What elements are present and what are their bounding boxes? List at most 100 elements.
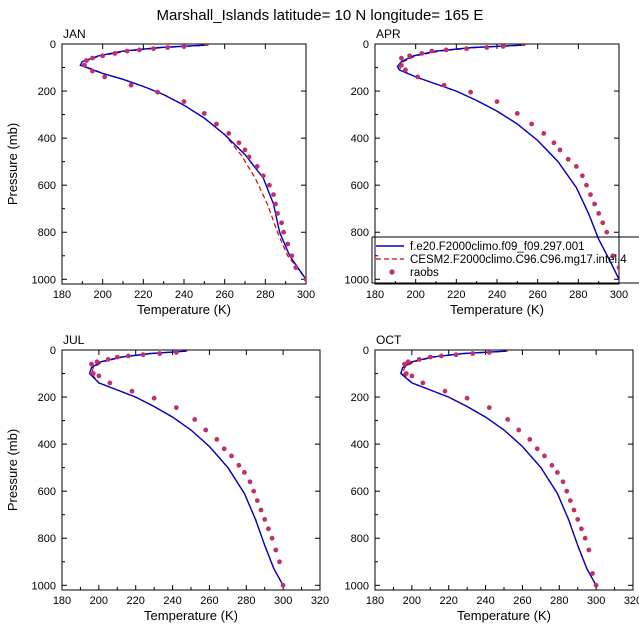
raobs-point <box>293 265 299 270</box>
raobs-point <box>90 55 95 61</box>
raobs-point <box>192 417 198 422</box>
raobs-point <box>500 44 506 49</box>
raobs-point <box>140 352 146 358</box>
y-tick-label: 400 <box>38 439 56 451</box>
raobs-point <box>90 371 96 376</box>
x-tick-label: 200 <box>90 595 108 607</box>
x-axis-label: Temperature (K) <box>457 608 551 623</box>
x-tick-label: 200 <box>403 595 421 607</box>
x-tick-label: 260 <box>528 289 546 301</box>
y-tick-label: 400 <box>351 133 369 145</box>
raobs-point <box>285 241 291 247</box>
raobs-point <box>402 361 407 367</box>
x-tick-label: 260 <box>200 595 218 607</box>
x-tick-label: 180 <box>53 289 71 301</box>
plot-frame <box>61 349 321 591</box>
y-axis-label: Pressure (mb) <box>5 123 20 205</box>
x-tick-label: 220 <box>440 595 458 607</box>
y-tick-label: 400 <box>351 439 369 451</box>
raobs-point <box>464 395 470 401</box>
raobs-point <box>155 89 161 95</box>
raobs-point <box>124 48 130 54</box>
raobs-point <box>582 535 588 541</box>
raobs-point <box>443 47 449 53</box>
raobs-point <box>438 353 444 359</box>
x-tick-label: 180 <box>53 595 71 607</box>
x-axis-label: Temperature (K) <box>137 302 231 317</box>
raobs-point <box>94 359 100 365</box>
x-tick-label: 300 <box>297 289 315 301</box>
raobs-point <box>242 470 247 475</box>
raobs-point <box>549 462 555 468</box>
raobs-point <box>173 405 179 410</box>
legend-entry-label: raobs <box>410 267 439 279</box>
panel-apr: APR 180 200 220 240 260 280 300 0 200 400 600 800 100… <box>345 27 629 317</box>
x-tick-label: 240 <box>488 289 506 301</box>
raobs-point <box>429 48 435 54</box>
raobs-point <box>600 220 606 226</box>
plot-area <box>396 44 619 280</box>
raobs-point <box>280 582 286 588</box>
raobs-point <box>453 352 459 358</box>
raobs-point <box>494 99 500 104</box>
raobs-point <box>96 373 102 379</box>
x-tick-label: 220 <box>127 595 145 607</box>
raobs-point <box>514 111 520 116</box>
raobs-point <box>565 156 571 162</box>
y-tick-label: 200 <box>38 86 56 98</box>
x-tick-label: 180 <box>366 289 384 301</box>
raobs-point <box>151 46 156 52</box>
raobs-point <box>486 350 492 355</box>
raobs-point <box>273 201 278 207</box>
y-tick-label: 0 <box>363 39 369 51</box>
x-tick-label: 320 <box>311 595 329 607</box>
raobs-point <box>242 147 248 153</box>
raobs-point <box>129 388 135 394</box>
raobs-point <box>181 44 187 49</box>
y-tick-label: 200 <box>351 86 369 98</box>
raobs-point <box>100 53 106 59</box>
x-tick-label: 260 <box>215 289 233 301</box>
panels-group: JAN 180 200 220 240 260 280 300 0 200 400 600 800 100… <box>5 27 639 623</box>
raobs-point <box>226 131 232 136</box>
raobs-point <box>165 45 171 50</box>
x-tick-label: 300 <box>610 289 628 301</box>
raobs-point <box>403 67 408 73</box>
series-line-cesm2 <box>81 44 306 280</box>
panel-oct: OCT 180 200 220 240 260 280 300 320 0 200 400 600 800… <box>345 333 639 623</box>
raobs-point <box>246 154 252 160</box>
y-tick-label: 1000 <box>32 580 56 592</box>
y-tick-label: 1000 <box>345 580 369 592</box>
raobs-point <box>221 446 227 452</box>
raobs-point <box>267 182 272 188</box>
y-tick-label: 800 <box>38 227 56 239</box>
y-tick-label: 1000 <box>345 274 369 286</box>
legend: f.e20.F2000climo.f09_f09.297.001CESM2.F2… <box>371 236 639 284</box>
y-tick-label: 800 <box>351 227 369 239</box>
raobs-point <box>303 276 306 282</box>
x-tick-label: 240 <box>175 289 193 301</box>
raobs-point <box>128 82 134 88</box>
raobs-point <box>555 470 560 475</box>
x-tick-label: 300 <box>587 595 605 607</box>
y-tick-label: 600 <box>38 486 56 498</box>
x-tick-label: 200 <box>406 289 424 301</box>
raobs-point <box>251 488 257 494</box>
raobs-point <box>275 211 280 216</box>
raobs-point <box>575 517 581 522</box>
raobs-point <box>584 182 589 188</box>
x-axis-label: Temperature (K) <box>450 302 544 317</box>
raobs-point <box>82 62 87 68</box>
raobs-point <box>571 507 577 513</box>
raobs-point <box>271 192 276 198</box>
raobs-point <box>269 535 275 541</box>
raobs-point <box>470 351 476 356</box>
raobs-point <box>560 479 566 485</box>
x-axis-label: Temperature (K) <box>144 608 238 623</box>
raobs-point <box>273 547 279 553</box>
y-tick-label: 800 <box>351 533 369 545</box>
x-tick-label: 200 <box>93 289 111 301</box>
raobs-point <box>415 74 421 80</box>
raobs-point <box>551 140 557 146</box>
raobs-point <box>214 121 219 127</box>
